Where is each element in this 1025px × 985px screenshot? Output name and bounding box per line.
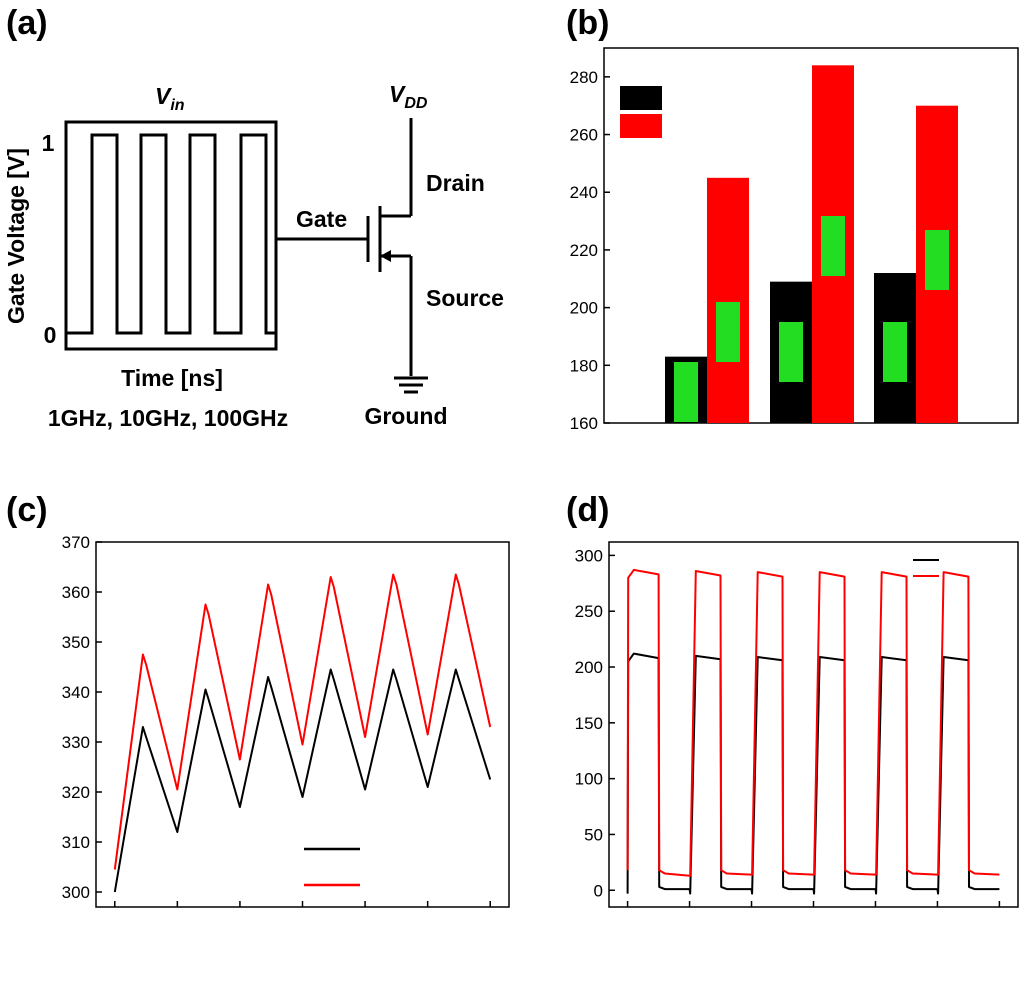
series-line-con-nsfet <box>113 668 492 893</box>
series-line-con-nsfet <box>626 652 1000 895</box>
panel-d-letter: (d) <box>566 491 609 529</box>
bar-label-bg <box>716 302 740 362</box>
drain-label: Drain <box>426 170 485 196</box>
transistor-schematic <box>276 118 428 394</box>
drain-current-line-chart: 0 50 100 150 200 250 300 <box>575 541 1019 908</box>
series-line-jl-nsfet <box>113 573 492 870</box>
panel-a: (a) Gate Voltage [V] 1 0 Vin Time [ns] 1… <box>3 4 504 431</box>
panel-b-letter: (b) <box>566 4 609 42</box>
vin-label: Vin <box>155 83 185 114</box>
y-tick-label: 250 <box>575 602 603 621</box>
panel-b: (b) 160 180 200 220 240 260 280 <box>566 4 1019 433</box>
gate-label: Gate <box>296 206 347 232</box>
gate-voltage-xlabel: Time [ns] <box>121 365 223 391</box>
panel-c-letter: (c) <box>6 491 48 529</box>
y-tick-label: 160 <box>570 414 598 433</box>
gate-voltage-ytick-0: 0 <box>44 322 57 348</box>
y-tick-label: 330 <box>62 733 90 752</box>
y-tick-label: 260 <box>570 126 598 145</box>
gate-voltage-plot-frame <box>64 120 278 351</box>
y-tick-label: 240 <box>570 183 598 202</box>
source-label: Source <box>426 285 504 311</box>
y-tick-label: 0 <box>594 881 603 900</box>
y-tick-label: 350 <box>62 633 90 652</box>
y-tick-label: 180 <box>570 356 598 375</box>
bar-jl-nsfet-1 <box>707 177 749 423</box>
y-tick-label: 300 <box>62 883 90 902</box>
bar-label-bg <box>883 322 907 382</box>
y-tick-label: 100 <box>575 770 603 789</box>
bar-label-bg <box>925 230 949 290</box>
y-tick-label: 300 <box>575 546 603 565</box>
gate-pulse-line <box>66 133 276 335</box>
ground-label: Ground <box>364 403 447 429</box>
vdd-label: VDD <box>389 81 428 112</box>
y-tick-label: 200 <box>575 658 603 677</box>
y-tick-label: 370 <box>62 533 90 552</box>
series-line-jl-nsfet <box>626 568 1000 877</box>
y-tick-label: 150 <box>575 714 603 733</box>
power-bar-chart: 160 180 200 220 240 260 280 <box>570 47 1019 433</box>
plot-frame <box>608 541 1019 908</box>
legend-swatch-con-nsfet <box>620 86 662 110</box>
plot-frame <box>95 541 510 908</box>
gate-voltage-ytick-1: 1 <box>42 130 55 156</box>
frequency-list: 1GHz, 10GHz, 100GHz <box>48 405 288 431</box>
source-arrow-icon <box>380 250 391 262</box>
panel-d: (d) 0 50 100 150 200 250 300 <box>566 491 1019 908</box>
panel-a-letter: (a) <box>6 4 48 42</box>
gate-voltage-ylabel: Gate Voltage [V] <box>3 148 29 324</box>
bar-label-bg <box>674 362 698 422</box>
bar-label-bg <box>821 216 845 276</box>
y-tick-label: 200 <box>570 299 598 318</box>
bar-label-bg <box>779 322 803 382</box>
y-tick-label: 50 <box>584 825 603 844</box>
y-tick-label: 340 <box>62 683 90 702</box>
y-tick-label: 320 <box>62 783 90 802</box>
panel-c: (c) 300 310 320 330 340 350 360 370 <box>6 491 510 908</box>
legend-swatch-jl-nsfet <box>620 114 662 138</box>
y-tick-label: 220 <box>570 241 598 260</box>
y-tick-label: 360 <box>62 583 90 602</box>
temperature-line-chart: 300 310 320 330 340 350 360 370 <box>62 533 510 908</box>
gate-pulse-waveform <box>66 133 276 335</box>
y-tick-label: 280 <box>570 68 598 87</box>
y-tick-label: 310 <box>62 833 90 852</box>
